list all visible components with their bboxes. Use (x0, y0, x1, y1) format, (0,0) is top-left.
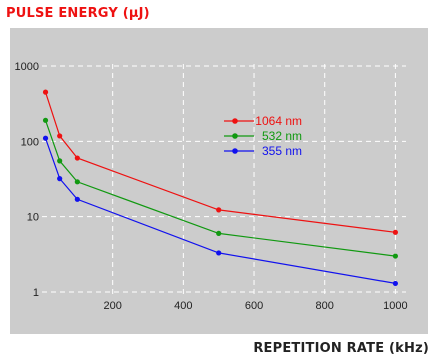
series-lines (42, 89, 398, 287)
data-point (74, 196, 80, 202)
data-point (392, 229, 398, 235)
x-tick-label: 600 (245, 300, 263, 312)
data-point (216, 230, 222, 236)
y-tick-label: 1 (33, 287, 39, 299)
legend-label: 355 nm (262, 144, 302, 158)
x-tick-labels: 200 400 600 800 1000 (103, 300, 407, 312)
x-tick-label: 200 (103, 300, 121, 312)
legend-label: 1064 nm (255, 114, 302, 128)
y-tick-labels: 1 10 100 1000 (15, 61, 39, 299)
data-point (216, 250, 222, 256)
data-point (42, 135, 49, 141)
data-point (57, 158, 63, 164)
x-tick-label: 800 (316, 300, 334, 312)
x-tick-label: 400 (174, 300, 192, 312)
x-tick-label: 1000 (383, 300, 407, 312)
data-point (216, 207, 222, 213)
data-point (42, 89, 49, 95)
data-point (74, 155, 80, 161)
data-point (57, 133, 63, 139)
data-point (42, 117, 49, 123)
data-point (392, 280, 398, 287)
data-point (57, 176, 63, 182)
legend-label: 532 nm (262, 129, 302, 143)
plot-panel (10, 28, 428, 334)
legend-marker (232, 133, 238, 139)
y-axis-title: PULSE ENERGY (μJ) (6, 6, 150, 21)
y-tick-label: 10 (27, 212, 39, 224)
data-point (74, 179, 80, 185)
y-tick-label: 100 (21, 136, 39, 148)
y-tick-label: 1000 (15, 61, 39, 73)
x-axis-title: REPETITION RATE (kHz) (253, 341, 429, 356)
data-point (392, 253, 398, 259)
legend-marker (232, 148, 238, 154)
legend-marker (232, 118, 238, 124)
